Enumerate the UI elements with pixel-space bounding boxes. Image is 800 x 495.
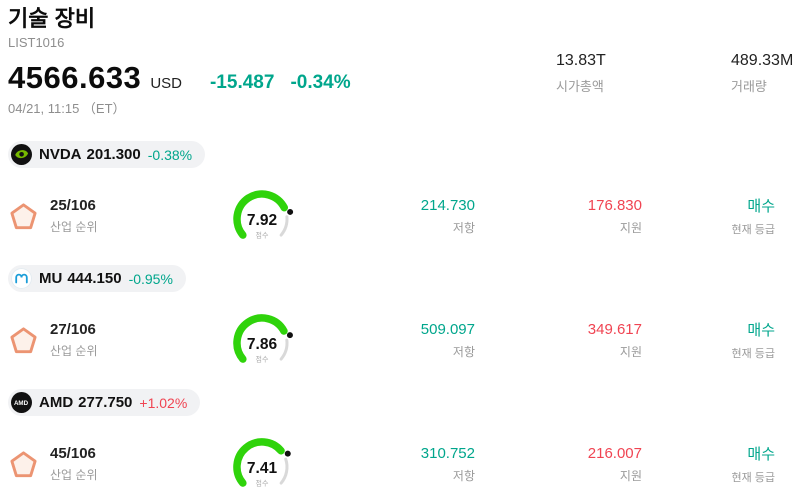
market-cap-value: 13.83T <box>556 52 606 69</box>
rating-label: 현재 등급 <box>731 348 775 360</box>
mu-logo-icon <box>11 268 32 289</box>
stock-row: 25/106 산업 순위 7.92 점수 214.730 저항 176.830 <box>8 185 800 247</box>
gauge-arc <box>233 438 285 487</box>
rank-value: 45/106 <box>50 445 96 462</box>
stock-change: -0.38% <box>147 146 193 163</box>
stock-price: 277.750 <box>78 394 133 411</box>
rating-cell: 매수 현재 등급 <box>642 443 800 485</box>
header: 기술 장비 LIST1016 4566.633 USD -15.487 -0.3… <box>0 0 800 117</box>
gauge-needle-dot <box>286 332 293 339</box>
industry-rank-group: 27/106 산업 순위 <box>8 321 218 359</box>
gauge-track <box>279 338 289 361</box>
svg-text:AMD: AMD <box>14 400 29 407</box>
list-id: LIST1016 <box>8 35 65 50</box>
rank-label: 산업 순위 <box>50 468 98 482</box>
support-label: 지원 <box>619 220 642 235</box>
support-value: 349.617 <box>587 320 642 338</box>
resistance-label: 저항 <box>452 468 475 483</box>
volume-value: 489.33M <box>731 52 794 69</box>
rank-value: 25/106 <box>50 197 96 214</box>
stock-ticker: AMD <box>39 394 74 411</box>
score-value: 7.86 <box>247 336 278 353</box>
resistance-cell: 310.752 저항 <box>330 445 475 484</box>
industry-rank-icon <box>8 201 39 232</box>
stock-list: NVDA 201.300 -0.38% 25/106 산업 순위 <box>0 141 800 495</box>
stock-section: AMD AMD 277.750 +1.02% 45/106 산업 순위 <box>0 389 800 495</box>
stock-section: MU 444.150 -0.95% 27/106 산업 순위 <box>0 265 800 371</box>
score-label: 점수 <box>256 356 269 364</box>
stock-section: NVDA 201.300 -0.38% 25/106 산업 순위 <box>0 141 800 247</box>
resistance-value: 509.097 <box>420 320 475 338</box>
score-label: 점수 <box>256 480 269 488</box>
rating-cell: 매수 현재 등급 <box>642 319 800 361</box>
rating-label: 현재 등급 <box>731 472 775 484</box>
index-change-pct: -0.34% <box>290 72 351 93</box>
rank-label: 산업 순위 <box>50 220 98 234</box>
page-title: 기술 장비 <box>8 6 96 31</box>
support-label: 지원 <box>619 344 642 359</box>
score-label: 점수 <box>256 232 269 240</box>
stock-change: +1.02% <box>139 394 188 411</box>
rating-value: 매수 <box>747 322 775 339</box>
stock-price: 201.300 <box>86 146 141 163</box>
rank-value: 27/106 <box>50 321 96 338</box>
industry-rank-group: 25/106 산업 순위 <box>8 197 218 235</box>
amd-logo-icon: AMD <box>11 392 32 413</box>
rating-cell: 매수 현재 등급 <box>642 195 800 237</box>
rating-value: 매수 <box>747 198 775 215</box>
stock-badge[interactable]: MU 444.150 -0.95% <box>8 265 186 292</box>
gauge-arc <box>233 190 289 239</box>
resistance-value: 214.730 <box>420 196 475 214</box>
resistance-cell: 214.730 저항 <box>330 197 475 236</box>
stock-change: -0.95% <box>128 270 173 287</box>
support-cell: 349.617 지원 <box>475 321 642 360</box>
stock-row: 45/106 산업 순위 7.41 점수 310.752 저항 216.007 <box>8 433 800 495</box>
score-gauge: 7.86 점수 <box>218 309 330 371</box>
rank-label: 산업 순위 <box>50 344 98 358</box>
currency-label: USD <box>150 75 182 92</box>
score-value: 7.41 <box>247 460 278 477</box>
stock-badge[interactable]: NVDA 201.300 -0.38% <box>8 141 206 168</box>
gauge-needle-dot <box>284 450 291 457</box>
market-cap-label: 시가총액 <box>556 79 604 94</box>
support-label: 지원 <box>619 468 642 483</box>
support-value: 216.007 <box>587 444 642 462</box>
industry-rank-icon <box>8 325 39 356</box>
support-value: 176.830 <box>587 196 642 214</box>
gauge-track <box>279 215 289 237</box>
market-cap-stat: 13.83T 시가총액 <box>556 52 606 95</box>
stock-ticker: NVDA <box>39 146 82 163</box>
stock-row: 27/106 산업 순위 7.86 점수 509.097 저항 349.617 <box>8 309 800 371</box>
rating-value: 매수 <box>747 446 775 463</box>
quote-datetime: 04/21, 11:15 （ET） <box>8 101 126 116</box>
stock-badge[interactable]: AMD AMD 277.750 +1.02% <box>8 389 201 416</box>
nvda-logo-icon <box>11 144 32 165</box>
industry-rank-icon <box>8 449 39 480</box>
score-gauge: 7.92 점수 <box>218 185 330 247</box>
volume-stat: 489.33M 거래량 <box>731 52 793 95</box>
resistance-label: 저항 <box>452 220 475 235</box>
resistance-label: 저항 <box>452 344 475 359</box>
index-price: 4566.633 <box>8 60 142 95</box>
support-cell: 176.830 지원 <box>475 197 642 236</box>
resistance-value: 310.752 <box>420 444 475 462</box>
volume-label: 거래량 <box>731 79 767 94</box>
score-gauge: 7.41 점수 <box>218 433 330 495</box>
score-value: 7.92 <box>247 212 277 229</box>
gauge-track <box>279 457 289 485</box>
index-price-row: 4566.633 USD -15.487 -0.34% <box>8 60 784 96</box>
stock-ticker: MU <box>39 270 63 287</box>
industry-rank-group: 45/106 산업 순위 <box>8 445 218 483</box>
rating-label: 현재 등급 <box>731 224 775 236</box>
resistance-cell: 509.097 저항 <box>330 321 475 360</box>
stock-price: 444.150 <box>67 270 122 287</box>
gauge-arc <box>233 314 288 363</box>
index-change-abs: -15.487 <box>209 72 275 93</box>
gauge-needle-dot <box>287 208 294 215</box>
support-cell: 216.007 지원 <box>475 445 642 484</box>
index-change: -15.487 -0.34% <box>210 72 351 94</box>
